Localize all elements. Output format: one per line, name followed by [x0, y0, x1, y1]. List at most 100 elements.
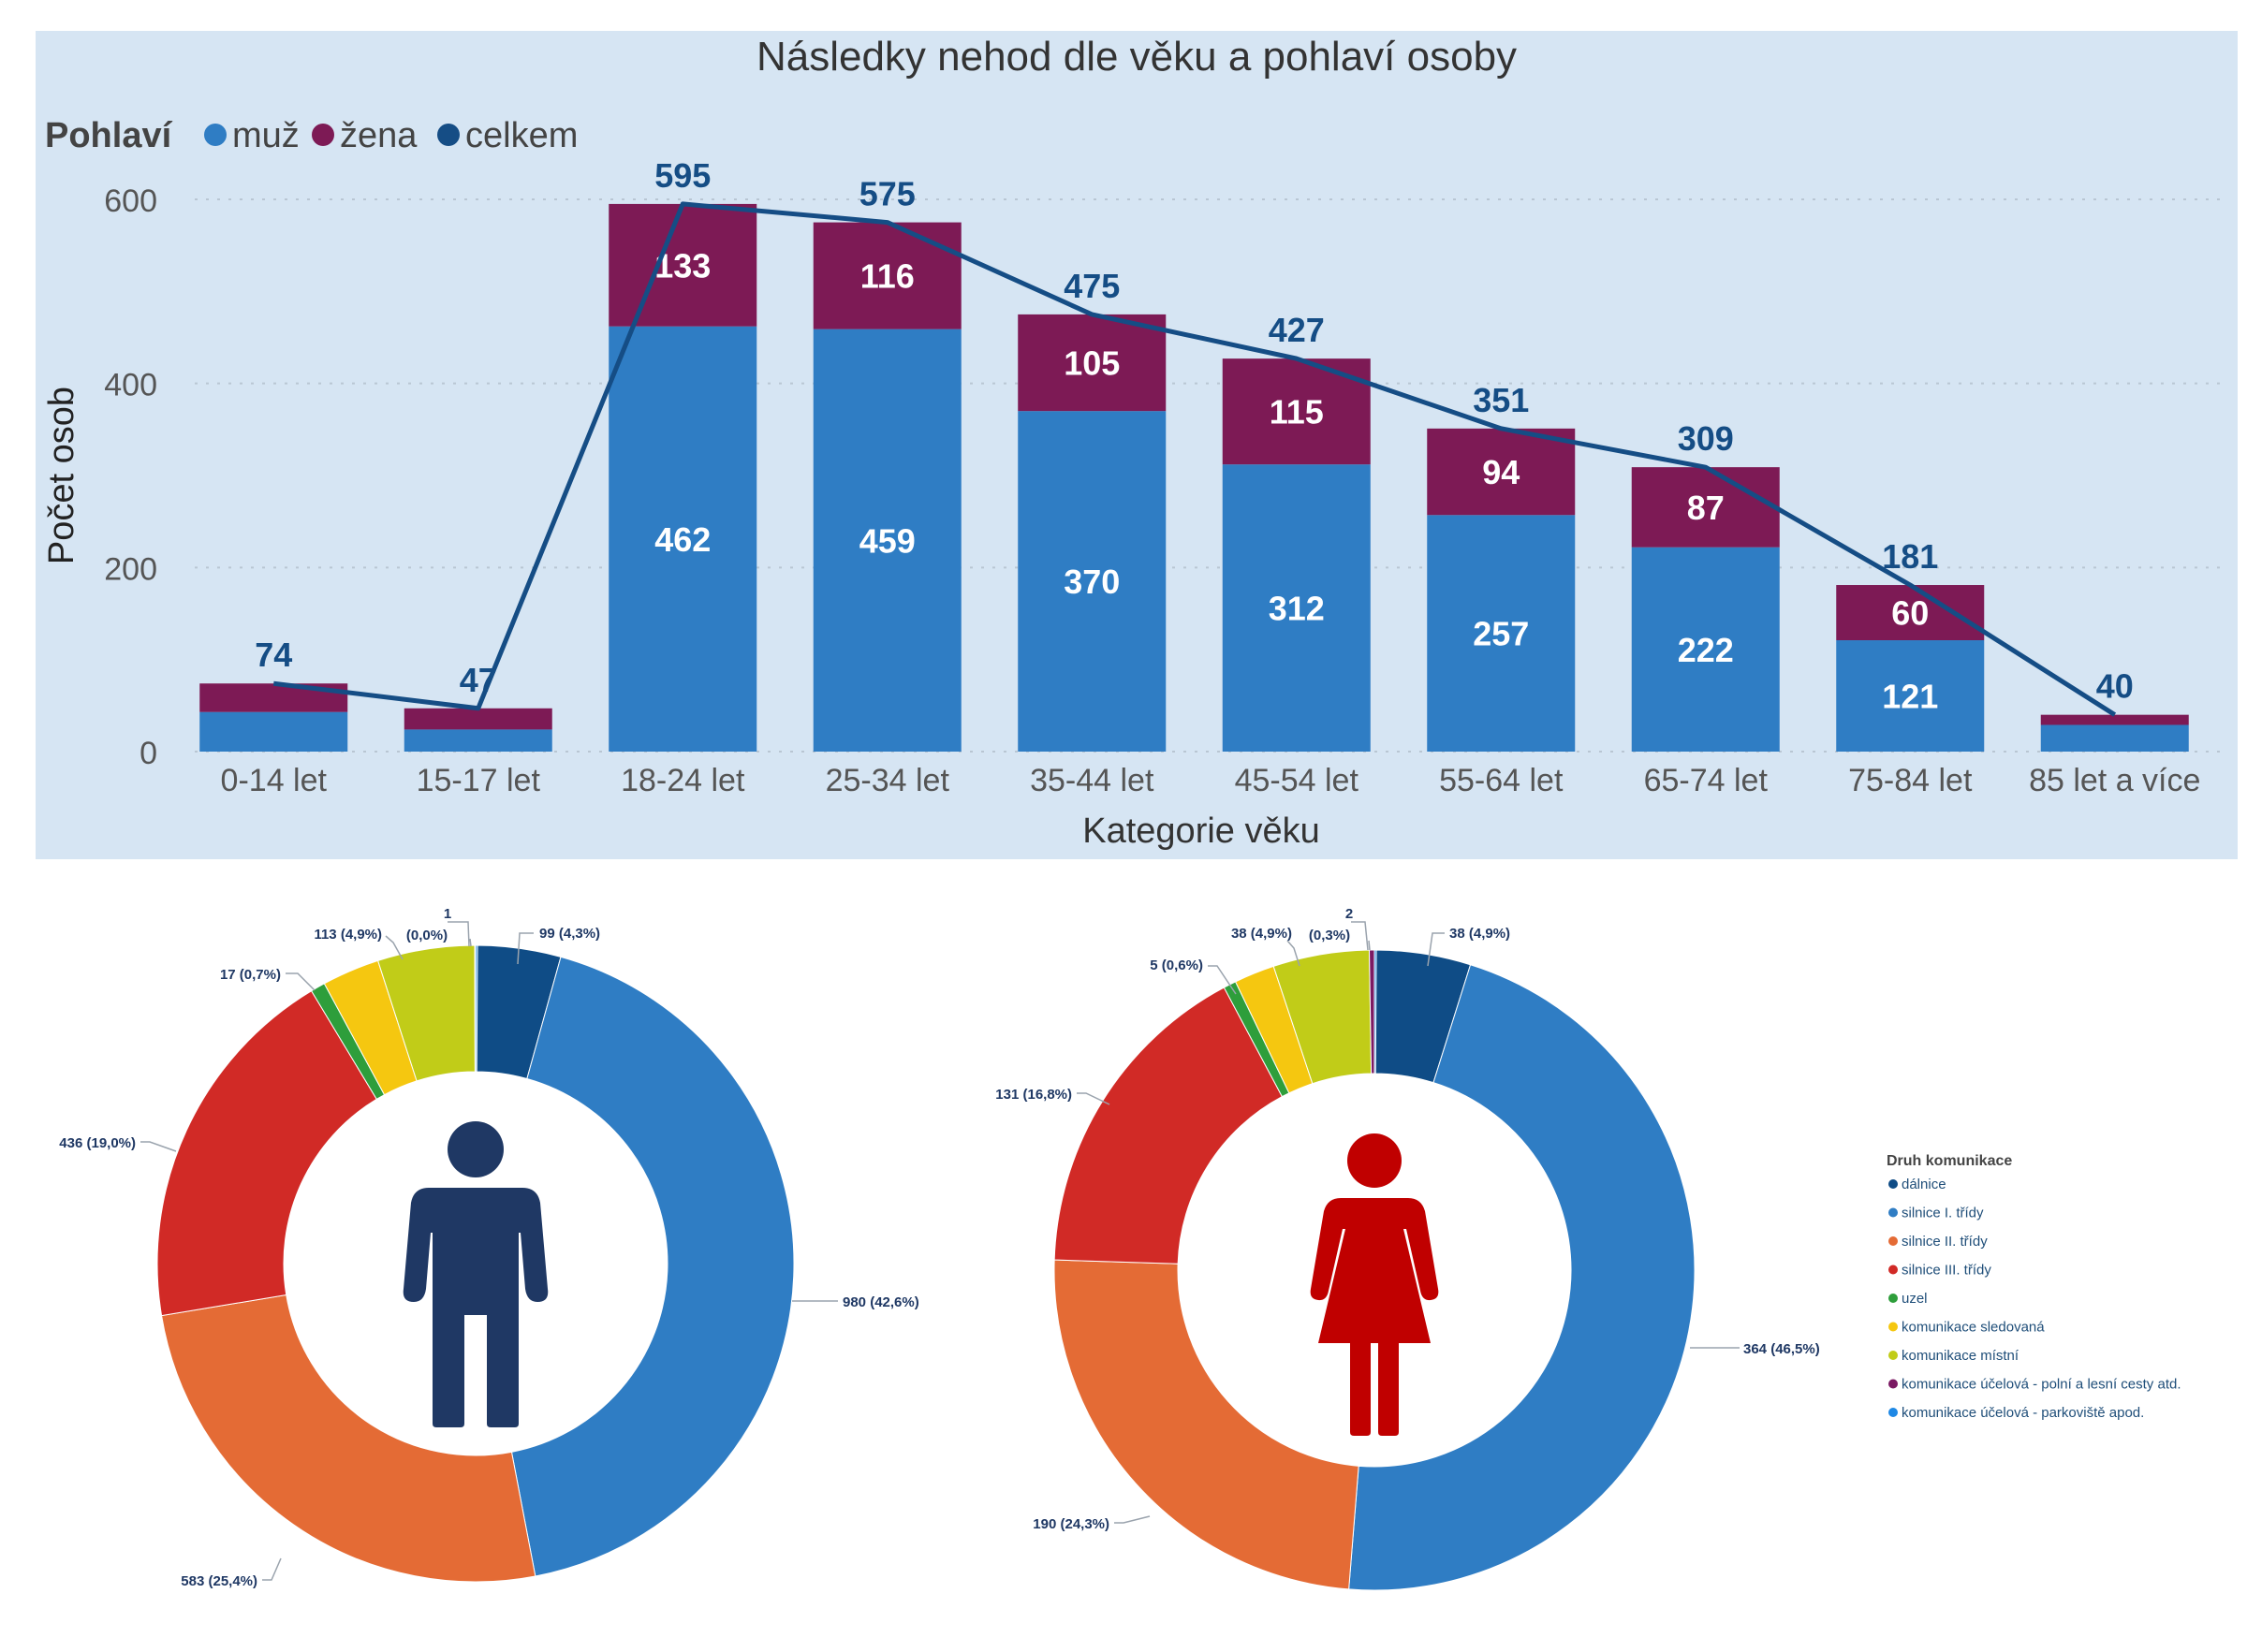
- bar-label-female: 116: [860, 257, 915, 296]
- total-line: [272, 201, 2117, 717]
- bar-female: [813, 222, 962, 329]
- slice-label: 364 (46,5%): [1743, 1341, 1820, 1357]
- legend-marker-0: [204, 124, 227, 146]
- legend-label-1: žena: [340, 116, 418, 155]
- y-tick-label: 0: [140, 736, 157, 771]
- y-tick-label: 400: [104, 368, 157, 403]
- callout-line: [1286, 940, 1300, 967]
- slice-label: 17 (0,7%): [220, 967, 281, 983]
- female-icon: [1310, 1133, 1439, 1436]
- legend-label-8: komunikace účelová - parkoviště apod.: [1902, 1405, 2144, 1421]
- donut-slice: [1053, 987, 1284, 1265]
- legend-label-0: muž: [232, 116, 300, 155]
- bar-male: [1836, 640, 1985, 752]
- donut-slice: [160, 1294, 536, 1583]
- callout-line: [286, 972, 316, 991]
- legend-label-3: silnice III. třídy: [1902, 1263, 1991, 1279]
- bar-label-female: 87: [1687, 489, 1725, 527]
- bar-female: [609, 203, 757, 327]
- bar-female: [404, 708, 552, 730]
- x-tick-label: 18-24 let: [621, 763, 745, 798]
- slice-label: 190 (24,3%): [1033, 1516, 1109, 1532]
- legend-marker-6: [1888, 1351, 1898, 1360]
- male-head: [448, 1121, 504, 1177]
- bar-female: [1018, 314, 1167, 412]
- donut-slice: [475, 944, 478, 1073]
- callout-line: [385, 935, 404, 960]
- total-label: 351: [1473, 381, 1529, 419]
- x-tick-label: 85 let a více: [2029, 763, 2200, 798]
- x-tick-label: 15-17 let: [417, 763, 541, 798]
- legend-label-2: celkem: [465, 116, 578, 155]
- chart-title: Následky nehod dle věku a pohlaví osoby: [756, 34, 1517, 80]
- legend-marker-0: [1888, 1179, 1898, 1189]
- donut-0: 99 (4,3%) 980 (42,6%) 583 (25,4%) 436 (19,0…: [59, 906, 918, 1589]
- legend-label-2: silnice II. třídy: [1902, 1234, 1988, 1250]
- bar-label-male: 312: [1269, 590, 1325, 628]
- callout-line: [1114, 1515, 1151, 1524]
- bar-male: [2040, 724, 2189, 752]
- bar-label-male: 222: [1678, 631, 1734, 669]
- legend-label-1: silnice I. třídy: [1902, 1206, 1984, 1221]
- bar-female: [1631, 467, 1780, 548]
- legend-label-7: komunikace účelová - polní a lesní cesty…: [1902, 1377, 2181, 1393]
- total-label: 309: [1678, 419, 1734, 458]
- road-type-donuts: 99 (4,3%) 980 (42,6%) 583 (25,4%) 436 (19,0…: [0, 866, 2247, 1652]
- callout-line: [1077, 1092, 1110, 1105]
- x-tick-label: 45-54 let: [1235, 763, 1359, 798]
- total-label: 47: [460, 661, 497, 699]
- legend-marker-1: [1888, 1207, 1898, 1218]
- callout-line: [1351, 921, 1369, 951]
- total-label: 427: [1269, 311, 1325, 349]
- bar-male: [1018, 411, 1167, 752]
- callout-line: [262, 1557, 282, 1581]
- callout-line: [140, 1141, 177, 1152]
- total-label: 575: [859, 175, 916, 213]
- bar-male: [1222, 464, 1371, 752]
- bar-female: [1836, 585, 1985, 641]
- callout-line: [1208, 965, 1237, 995]
- slice-label: 583 (25,4%): [181, 1573, 257, 1589]
- donut-charts: 99 (4,3%) 980 (42,6%) 583 (25,4%) 436 (19,0…: [59, 906, 2181, 1591]
- road-type-legend: Druh komunikace dálnice silnice I. třídy si…: [1887, 1153, 2181, 1421]
- bar-label-female: 105: [1064, 344, 1120, 383]
- bar-male: [1631, 547, 1780, 752]
- callout-line: [448, 921, 470, 947]
- legend-marker-2: [437, 124, 460, 146]
- slice-label: 2: [1345, 906, 1353, 922]
- age-gender-chart: Následky nehod dle věku a pohlaví osoby P…: [36, 31, 2238, 859]
- callout-line: [517, 932, 534, 965]
- donut-slice: [510, 956, 795, 1577]
- legend-label-6: komunikace místní: [1902, 1348, 2019, 1364]
- donut-1: 38 (4,9%) 364 (46,5%) 190 (24,3%) 131 (16,8…: [995, 906, 1820, 1591]
- bar-label-male: 462: [654, 520, 711, 559]
- callout-line: [1368, 940, 1371, 951]
- x-tick-label: 75-84 let: [1848, 763, 1973, 798]
- bar-label-female: 60: [1891, 594, 1929, 633]
- bar-label-female: 115: [1270, 393, 1324, 431]
- donut-slice: [1348, 964, 1696, 1591]
- y-tick-label: 600: [104, 183, 157, 219]
- legend-label-4: uzel: [1902, 1291, 1928, 1307]
- legend-marker-1: [312, 124, 334, 146]
- donut-slice: [1373, 949, 1377, 1075]
- legend-label-0: dálnice: [1902, 1177, 1946, 1192]
- slice-label: 113 (4,9%): [314, 927, 382, 943]
- female-head: [1347, 1133, 1402, 1188]
- slice-label: 131 (16,8%): [995, 1087, 1072, 1103]
- total-label: 40: [2096, 667, 2134, 706]
- legend-marker-5: [1888, 1322, 1898, 1332]
- x-tick-label: 0-14 let: [221, 763, 328, 798]
- callout-line: [1427, 932, 1445, 967]
- x-tick-label: 65-74 let: [1644, 763, 1769, 798]
- x-tick-label: 55-64 let: [1439, 763, 1564, 798]
- donut-slice: [156, 990, 377, 1317]
- x-tick-label: 25-34 let: [826, 763, 950, 798]
- bar-male: [813, 329, 962, 752]
- male-body: [403, 1188, 549, 1427]
- bar-female: [2040, 714, 2189, 725]
- total-label: 74: [255, 636, 292, 674]
- stacked-bar-chart: Následky nehod dle věku a pohlaví osoby P…: [42, 34, 2226, 851]
- bar-female: [1427, 428, 1576, 516]
- slice-label: (0,0%): [406, 928, 448, 943]
